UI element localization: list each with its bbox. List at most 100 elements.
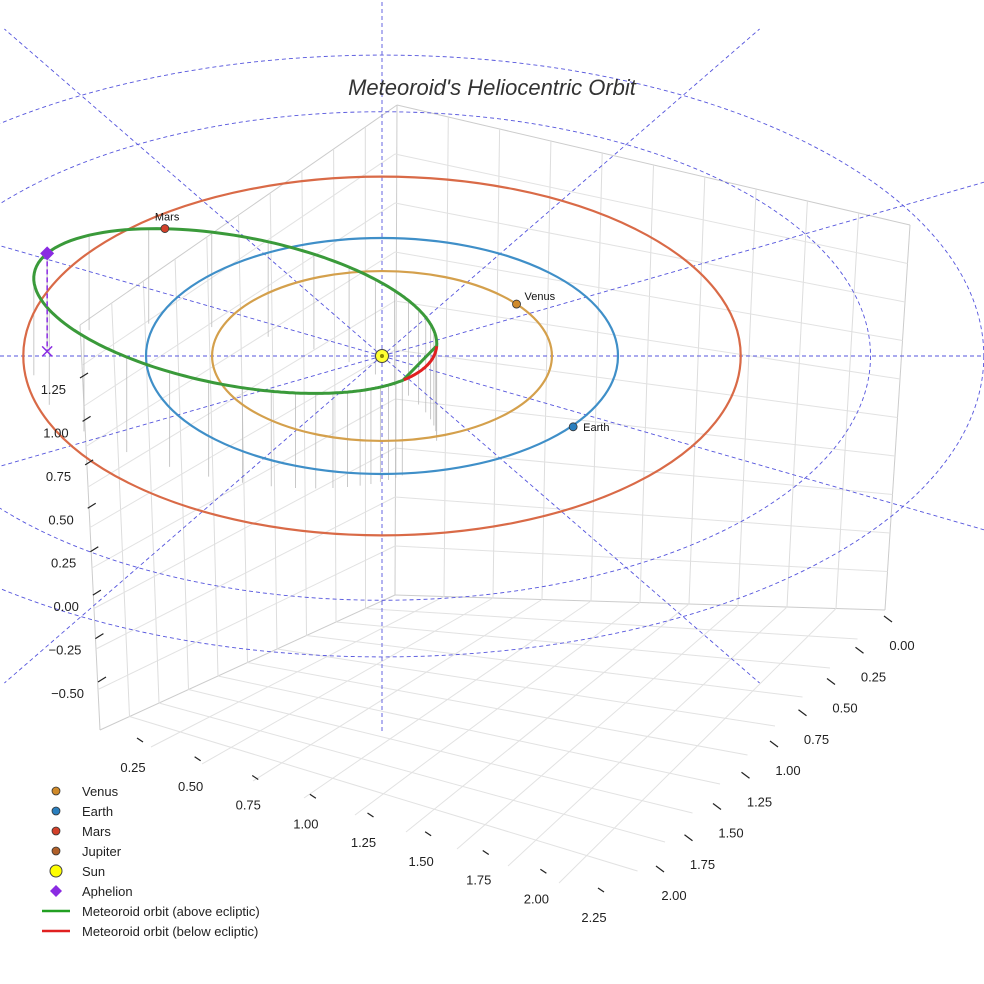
x-tick-mark <box>597 887 605 893</box>
mars-marker <box>160 224 170 233</box>
y-tick-mark <box>855 646 864 654</box>
meteoroid-orbit <box>32 227 439 395</box>
z-tick-label: −0.25 <box>49 643 82 658</box>
polar-spoke <box>381 355 984 531</box>
legend-meteoroid-orbit-above-ecliptic-label: Meteoroid orbit (above ecliptic) <box>82 904 260 919</box>
y-tick-mark <box>883 615 893 623</box>
x-tick-mark <box>540 868 547 874</box>
x-tick-label: 1.75 <box>466 873 491 888</box>
x-tick-label: 0.75 <box>236 798 261 813</box>
legend-earth-label: Earth <box>82 804 113 819</box>
y-tick-mark <box>741 771 750 779</box>
earth-label: Earth <box>583 422 609 434</box>
x-tick-label: 2.25 <box>581 910 606 925</box>
y-tick-mark <box>798 709 807 717</box>
y-tick-label: 0.00 <box>889 638 914 653</box>
legend-earth-swatch <box>51 806 61 816</box>
z-tick-mark <box>82 415 91 422</box>
x-tick-label: 0.25 <box>120 760 145 775</box>
meteoroid-orbit-below <box>403 346 439 382</box>
x-tick-label: 1.00 <box>293 816 318 831</box>
planet-orbits <box>22 175 742 537</box>
aphelion-projection-cross <box>41 345 53 357</box>
grid-lines <box>81 116 908 884</box>
z-tick-mark <box>84 459 94 466</box>
venus-orbit <box>210 269 554 443</box>
z-tick-mark <box>92 589 102 596</box>
grid-line <box>85 251 396 447</box>
y-tick-mark <box>655 865 665 873</box>
floor-grid-line <box>405 603 690 833</box>
x-tick-label: 1.25 <box>351 835 376 850</box>
z-tick-mark <box>97 676 107 683</box>
y-tick-label: 1.00 <box>775 763 800 778</box>
projection-stems <box>33 228 438 489</box>
polar-spoke <box>381 181 984 357</box>
aphelion-marker <box>40 246 55 261</box>
y-tick-label: 0.75 <box>804 732 829 747</box>
sun-core <box>380 354 384 358</box>
y-tick-label: 2.00 <box>661 888 686 903</box>
mars-orbit <box>22 175 742 537</box>
floor-grid-line <box>558 608 837 884</box>
grid-line <box>333 148 337 623</box>
floor-grid-line <box>456 605 739 850</box>
meteoroid-orbit-above <box>32 227 439 395</box>
grid-line <box>786 200 808 608</box>
grid-line <box>301 170 307 636</box>
floor-grid-line <box>354 602 641 816</box>
y-tick-mark <box>712 803 722 810</box>
grid-line <box>394 349 898 418</box>
legend-venus-label: Venus <box>82 784 119 799</box>
x-tick-mark <box>251 775 259 780</box>
body-markers: Venus Earth Mars <box>40 212 609 434</box>
legend-aphelion-swatch <box>50 885 62 897</box>
grid-line <box>81 153 396 366</box>
grid-line <box>87 300 396 488</box>
mars-label: Mars <box>155 212 180 224</box>
z-tick-mark <box>79 372 89 379</box>
polar-spoke <box>381 355 760 684</box>
polar-spoke <box>0 245 383 357</box>
legend-jupiter-swatch <box>51 846 61 856</box>
venus-marker <box>512 299 521 309</box>
grid-line <box>737 188 757 606</box>
y-tick-mark <box>826 678 836 685</box>
legend-venus-swatch <box>51 786 61 796</box>
earth-orbit <box>144 236 620 476</box>
floor-grid-line <box>335 621 831 669</box>
y-tick-mark <box>769 740 779 748</box>
x-tick-mark <box>309 793 317 799</box>
legend-mars-swatch <box>51 826 61 836</box>
x-tick-label: 1.50 <box>408 854 433 869</box>
axis-panes <box>79 104 911 731</box>
legend-meteoroid-orbit-below-ecliptic-label: Meteoroid orbit (below ecliptic) <box>82 924 258 939</box>
z-tick-mark <box>95 633 104 640</box>
y-tick-label: 0.25 <box>861 669 886 684</box>
grid-line <box>394 153 908 264</box>
grid-line <box>688 176 706 605</box>
grid-line <box>835 212 860 609</box>
z-tick-label: 1.25 <box>41 382 66 397</box>
floor-grid-line <box>276 648 776 727</box>
legend-sun-label: Sun <box>82 864 105 879</box>
polar-spoke <box>381 28 760 357</box>
grid-line <box>394 300 901 380</box>
floor-grid-line <box>365 608 858 640</box>
legend-mars-label: Mars <box>82 824 111 839</box>
z-tick-label: 0.00 <box>54 599 79 614</box>
z-tick-mark <box>89 546 99 553</box>
chart-title: Meteoroid's Heliocentric Orbit <box>348 75 637 100</box>
legend: Venus Earth Mars Jupiter Sun Aphelion Meteoroi… <box>42 784 260 939</box>
z-tick-label: 0.50 <box>48 512 73 527</box>
grid-line <box>83 202 396 407</box>
x-tick-mark <box>136 737 144 743</box>
polar-spoke <box>0 355 383 467</box>
x-tick-mark <box>194 756 201 762</box>
z-tick-label: 0.25 <box>51 556 76 571</box>
y-tick-label: 1.75 <box>690 857 715 872</box>
z-tick-label: −0.50 <box>51 686 84 701</box>
polar-circle <box>0 111 871 601</box>
y-tick-label: 1.50 <box>718 826 743 841</box>
